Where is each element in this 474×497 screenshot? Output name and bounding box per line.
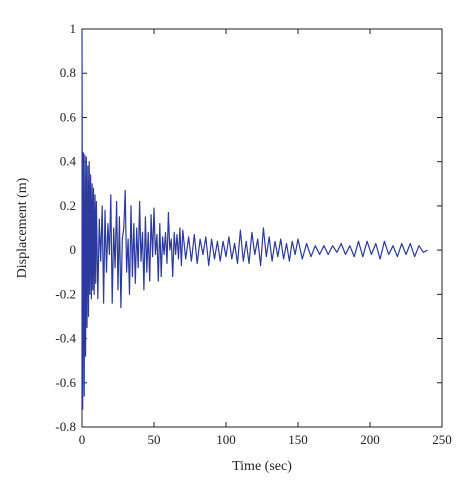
y-axis-label: Displacement (m) [15,177,30,278]
x-tick-labels: 0 50 100 150 200 250 [79,432,452,447]
y-tick-label: -0.2 [55,286,76,301]
y-tick-label: -0.8 [55,419,76,434]
y-tick-label: 0.4 [60,154,77,169]
x-tick-label: 200 [360,432,380,447]
y-tick-label: 0 [70,242,77,257]
series-line [81,28,428,410]
y-tick-label: 1 [70,21,77,36]
y-tick-label: -0.6 [55,375,76,390]
y-tick-label: -0.4 [55,331,76,346]
x-tick-label: 100 [216,432,236,447]
y-tick-labels: -0.8 -0.6 -0.4 -0.2 0 0.2 0.4 0.6 0.8 1 [55,21,76,434]
x-tick-label: 150 [288,432,308,447]
x-axis-label: Time (sec) [232,459,292,474]
x-tick-label: 250 [432,432,452,447]
y-tick-label: 0.6 [60,109,77,124]
y-tick-label: 0.2 [60,198,76,213]
plot-area [81,28,443,428]
series-layer [81,28,428,410]
y-tick-label: 0.8 [60,65,76,80]
x-tick-label: 0 [79,432,86,447]
x-tick-label: 50 [148,432,161,447]
